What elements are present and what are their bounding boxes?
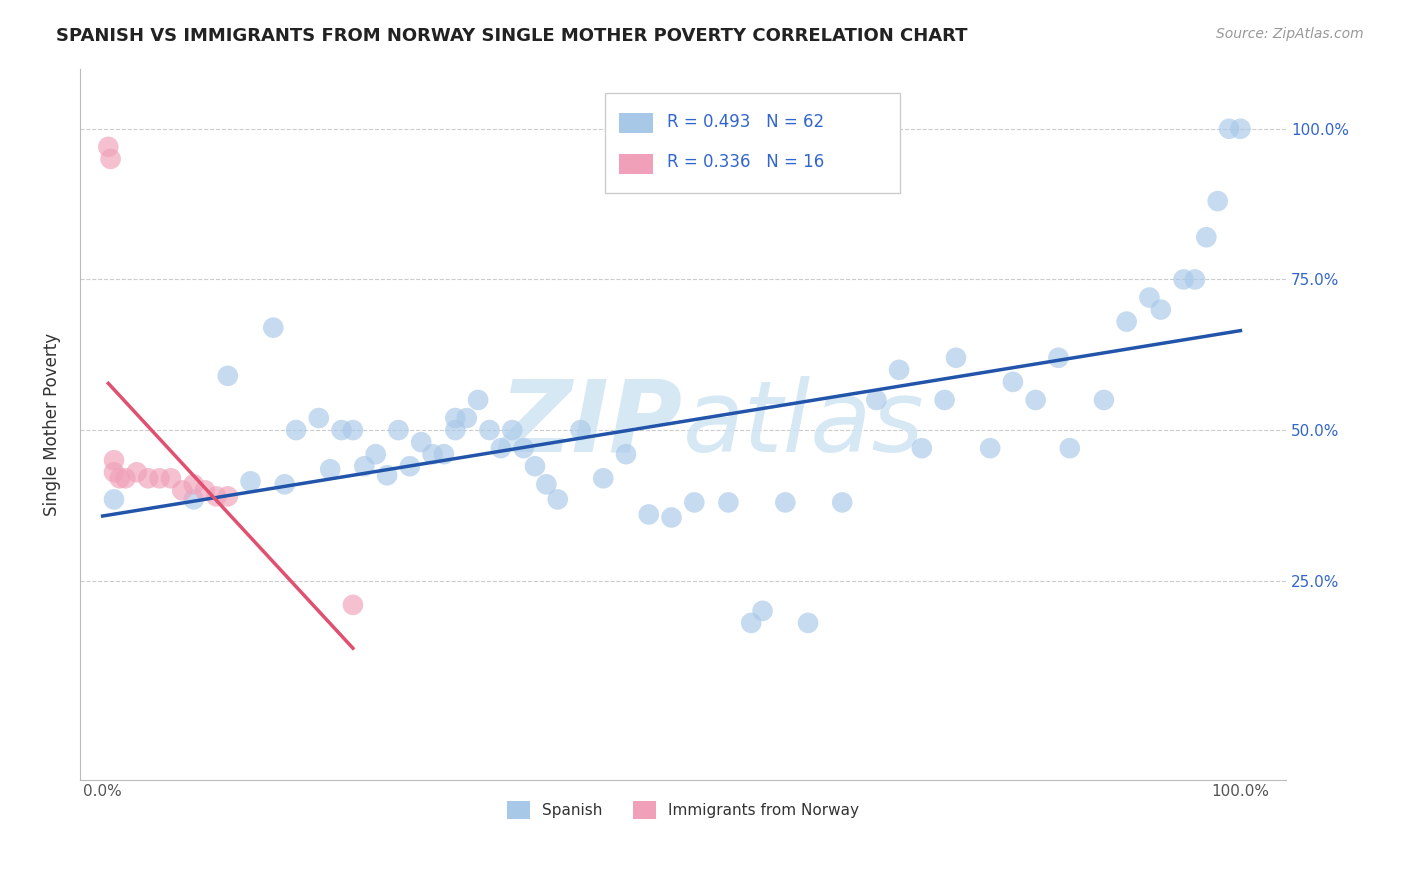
Point (831, 495, 853, 509)
Point (103, 453, 125, 467)
Point (501, 423, 523, 437)
Point (1195, 230, 1218, 244)
Legend: Spanish, Immigrants from Norway: Spanish, Immigrants from Norway (501, 795, 865, 825)
Point (911, 441, 934, 455)
Point (239, 475, 262, 489)
Point (273, 477, 295, 491)
Point (569, 423, 592, 437)
Point (285, 423, 308, 437)
Text: SPANISH VS IMMIGRANTS FROM NORWAY SINGLE MOTHER POVERTY CORRELATION CHART: SPANISH VS IMMIGRANTS FROM NORWAY SINGLE… (56, 27, 967, 45)
Point (524, 459, 547, 474)
Point (740, 615, 762, 630)
FancyBboxPatch shape (619, 113, 652, 133)
Text: R = 0.493   N = 62: R = 0.493 N = 62 (668, 113, 824, 131)
Point (489, 441, 512, 455)
Point (148, 471, 170, 485)
Point (114, 471, 136, 485)
Point (1229, 121, 1251, 136)
Point (97, 140, 120, 154)
Point (512, 441, 534, 455)
Point (661, 510, 683, 524)
Point (108, 471, 131, 485)
Point (217, 368, 239, 383)
Point (262, 320, 284, 334)
Point (160, 471, 183, 485)
Point (342, 598, 364, 612)
Point (364, 447, 387, 461)
Point (183, 477, 205, 491)
Point (1059, 441, 1081, 455)
Point (194, 483, 217, 498)
Text: ZIP: ZIP (501, 376, 683, 473)
Point (319, 462, 342, 476)
Point (1092, 392, 1115, 407)
Point (205, 489, 228, 503)
Point (1047, 351, 1070, 365)
Point (308, 411, 330, 425)
Point (103, 492, 125, 507)
Point (444, 411, 467, 425)
Point (172, 483, 194, 498)
Point (422, 447, 444, 461)
Point (683, 495, 706, 509)
Point (387, 423, 409, 437)
Point (1115, 315, 1137, 329)
FancyBboxPatch shape (605, 94, 900, 193)
Point (411, 435, 433, 450)
Point (887, 363, 910, 377)
FancyBboxPatch shape (619, 153, 652, 174)
Point (1184, 272, 1206, 286)
Point (1001, 375, 1024, 389)
Point (456, 411, 478, 425)
Point (353, 459, 375, 474)
Point (467, 392, 489, 407)
Y-axis label: Single Mother Poverty: Single Mother Poverty (44, 333, 60, 516)
Point (1150, 302, 1173, 317)
Point (398, 459, 420, 474)
Point (1206, 194, 1229, 208)
Text: Source: ZipAtlas.com: Source: ZipAtlas.com (1216, 27, 1364, 41)
Text: atlas: atlas (683, 376, 925, 473)
Point (375, 468, 398, 483)
Point (330, 423, 353, 437)
Point (614, 447, 637, 461)
Point (934, 392, 956, 407)
Text: R = 0.336   N = 16: R = 0.336 N = 16 (668, 153, 824, 171)
Point (637, 508, 659, 522)
Point (183, 492, 205, 507)
Point (478, 423, 501, 437)
Point (103, 465, 125, 479)
Point (342, 423, 364, 437)
Point (433, 447, 456, 461)
Point (592, 471, 614, 485)
Point (125, 465, 148, 479)
Point (1218, 121, 1240, 136)
Point (717, 495, 740, 509)
Point (136, 471, 159, 485)
Point (444, 423, 467, 437)
Point (979, 441, 1001, 455)
Point (547, 492, 569, 507)
Point (945, 351, 967, 365)
Point (1139, 291, 1161, 305)
Point (797, 615, 820, 630)
Point (1025, 392, 1047, 407)
Point (217, 489, 239, 503)
Point (536, 477, 558, 491)
Point (751, 604, 773, 618)
Point (775, 495, 797, 509)
Point (1173, 272, 1195, 286)
Point (865, 392, 887, 407)
Point (100, 152, 122, 166)
